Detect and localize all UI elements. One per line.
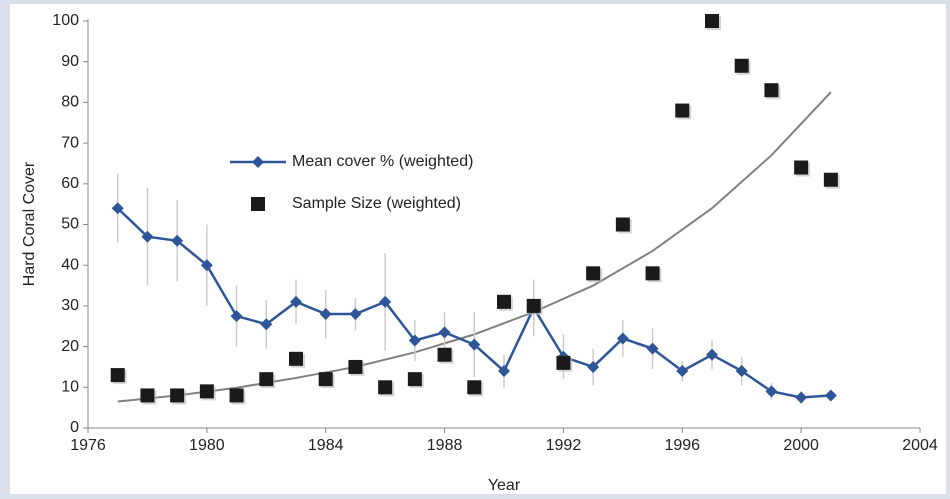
- y-tick-label: 60: [61, 175, 79, 192]
- y-tick-label: 90: [61, 53, 79, 70]
- legend-diamond: [252, 156, 264, 168]
- square-marker: [437, 347, 452, 362]
- diamond-marker: [646, 342, 659, 355]
- square-marker: [586, 266, 601, 281]
- square-marker: [289, 351, 303, 366]
- diamond-marker: [765, 385, 778, 398]
- plot-background: [10, 4, 946, 494]
- square-marker: [110, 368, 125, 383]
- x-tick-label: 2004: [902, 437, 938, 454]
- square-marker: [556, 355, 571, 370]
- square-marker: [229, 388, 244, 403]
- y-tick-label: 0: [70, 419, 79, 436]
- diamond-marker: [616, 332, 629, 345]
- diamond-marker: [587, 360, 600, 373]
- x-tick-label: 1996: [664, 437, 700, 454]
- x-tick-label: 1984: [308, 437, 344, 454]
- x-tick-label: 1988: [427, 437, 463, 454]
- square-marker: [497, 294, 511, 309]
- square-marker: [794, 160, 809, 175]
- diamond-marker: [171, 234, 184, 247]
- square-marker: [140, 388, 155, 403]
- x-tick-label: 1980: [189, 437, 225, 454]
- square-marker: [764, 83, 779, 98]
- square-marker: [259, 372, 274, 387]
- x-axis-label: Year: [488, 477, 521, 494]
- diamond-marker: [438, 326, 451, 339]
- square-marker: [467, 380, 482, 395]
- diamond-marker: [468, 338, 481, 351]
- diamond-marker: [498, 365, 510, 378]
- y-tick-label: 100: [52, 12, 79, 29]
- diamond-marker: [824, 389, 837, 402]
- square-marker: [378, 380, 393, 395]
- square-marker: [823, 172, 838, 187]
- square-marker: [170, 388, 185, 403]
- square-marker: [318, 372, 333, 387]
- x-tick-label: 1992: [546, 437, 582, 454]
- diamond-marker: [706, 348, 718, 361]
- y-tick-label: 80: [61, 94, 79, 111]
- legend-label: Mean cover % (weighted): [292, 153, 473, 170]
- y-tick-label: 20: [61, 338, 79, 355]
- diamond-marker: [290, 295, 302, 308]
- square-marker: [675, 103, 690, 118]
- square-marker: [645, 266, 660, 281]
- diamond-marker: [260, 318, 273, 331]
- legend-label: Sample Size (weighted): [292, 195, 461, 212]
- square-marker: [615, 217, 630, 232]
- y-tick-label: 10: [61, 379, 79, 396]
- x-tick-label: 1976: [70, 437, 106, 454]
- square-marker: [734, 58, 749, 73]
- square-marker: [705, 14, 719, 28]
- y-tick-label: 70: [61, 134, 79, 151]
- diamond-marker: [379, 295, 392, 308]
- diamond-marker: [319, 308, 332, 321]
- legend-square: [251, 197, 265, 211]
- square-marker: [407, 372, 422, 387]
- x-tick-label: 2000: [783, 437, 819, 454]
- y-tick-label: 30: [61, 297, 79, 314]
- y-axis-label: Hard Coral Cover: [21, 161, 38, 286]
- square-marker: [199, 384, 214, 399]
- diamond-marker: [735, 365, 748, 378]
- diamond-marker: [676, 365, 689, 378]
- diamond-marker: [349, 308, 362, 321]
- square-marker: [348, 359, 363, 374]
- y-tick-label: 50: [61, 216, 79, 233]
- square-marker: [526, 298, 541, 313]
- diamond-marker: [141, 230, 154, 243]
- diamond-marker: [111, 202, 124, 215]
- diamond-marker: [408, 334, 421, 347]
- diamond-marker: [200, 259, 213, 272]
- diamond-marker: [795, 391, 808, 404]
- y-tick-label: 40: [61, 256, 79, 273]
- diamond-marker: [230, 310, 243, 323]
